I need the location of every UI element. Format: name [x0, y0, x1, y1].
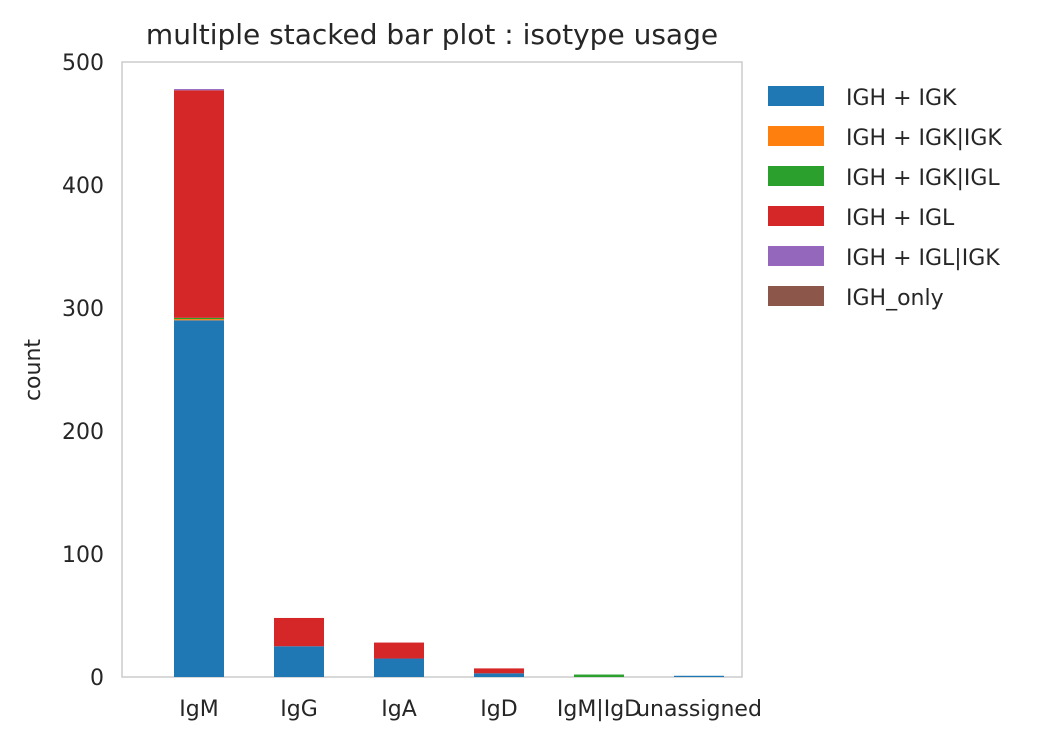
- y-tick-labels: 0 100 200 300 400 500: [62, 51, 104, 691]
- bars-layer: [174, 89, 724, 677]
- x-tick-label: IgM: [179, 697, 218, 722]
- legend-label: IGH + IGK|IGL: [846, 166, 1000, 191]
- y-tick-label: 400: [62, 174, 104, 199]
- bar-segment-igm-series-2: [174, 317, 224, 320]
- legend-label: IGH + IGL|IGK: [846, 246, 1000, 271]
- bar-segment-igm-series-4: [174, 89, 224, 91]
- y-tick-label: 100: [62, 543, 104, 568]
- legend-swatch: [768, 206, 824, 226]
- legend-label: IGH_only: [846, 286, 944, 311]
- legend-swatch: [768, 126, 824, 146]
- bar-segment-igd-series-0: [474, 673, 524, 677]
- bar-segment-igm-series-3: [174, 90, 224, 318]
- y-tick-label: 200: [62, 420, 104, 445]
- legend-swatch: [768, 166, 824, 186]
- plot-frame: [121, 61, 743, 678]
- legend-label: IGH + IGK|IGK: [846, 126, 1002, 151]
- bar-segment-igd-series-3: [474, 668, 524, 674]
- legend-label: IGH + IGL: [846, 206, 955, 231]
- x-tick-label: IgD: [480, 697, 517, 722]
- bar-segment-igm-series-0: [174, 320, 224, 677]
- y-tick-label: 0: [90, 666, 104, 691]
- bar-segment-igg-series-3: [274, 617, 324, 647]
- legend-swatch: [768, 246, 824, 266]
- bar-segment-iga-series-0: [374, 658, 424, 677]
- x-tick-label: IgM|IgD: [557, 697, 641, 722]
- bar-segment-igm-igd-series-2: [574, 674, 624, 677]
- legend-swatch: [768, 286, 824, 306]
- bar-segment-igm-series-1: [174, 319, 224, 321]
- legend: IGH + IGK IGH + IGK|IGK IGH + IGK|IGL IGH +…: [768, 86, 1002, 311]
- x-tick-label: IgG: [280, 697, 318, 722]
- bar-segment-iga-series-3: [374, 642, 424, 659]
- x-tick-label: unassigned: [636, 697, 762, 722]
- bar-segment-unassigned-series-0: [674, 675, 724, 677]
- y-tick-label: 500: [62, 51, 104, 76]
- legend-label: IGH + IGK: [846, 86, 957, 111]
- chart-title: multiple stacked bar plot : isotype usag…: [146, 18, 718, 51]
- bar-segment-igg-series-0: [274, 646, 324, 677]
- y-tick-label: 300: [62, 297, 104, 322]
- y-axis-label: count: [21, 339, 46, 401]
- legend-swatch: [768, 86, 824, 106]
- x-tick-label: IgA: [381, 697, 417, 722]
